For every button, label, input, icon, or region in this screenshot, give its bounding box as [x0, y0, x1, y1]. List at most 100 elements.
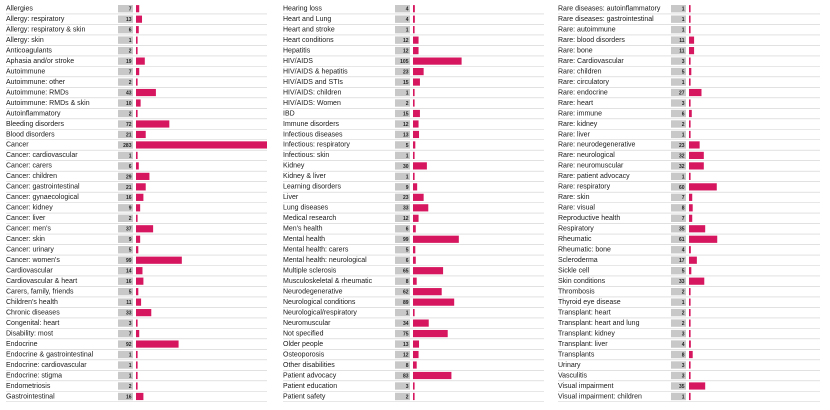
- chart-row: Cardiovascular & heart 16: [6, 277, 267, 287]
- bar: [136, 26, 139, 34]
- value-box: [395, 308, 410, 317]
- bar: [413, 57, 462, 65]
- value-label: 23: [403, 195, 409, 201]
- bar: [689, 120, 691, 128]
- value-label: 105: [400, 59, 409, 65]
- value-label: 12: [403, 216, 409, 222]
- chart-row: Rare: blood disorders 11: [558, 36, 820, 46]
- chart-row: Cancer: gastrointestinal 21: [6, 183, 267, 193]
- value-label: 9: [129, 237, 132, 243]
- chart-row: Cancer: gynaecological 16: [6, 193, 267, 203]
- category-label: Transplant: heart and lung: [558, 320, 640, 327]
- value-label: 4: [406, 17, 409, 23]
- chart-column-2: Hearing loss 4 Heart and Lung 4 Heart and st…: [283, 5, 544, 403]
- category-label: Transplant: heart: [558, 309, 611, 316]
- value-box: [395, 141, 410, 149]
- value-label: 1: [129, 38, 132, 44]
- category-label: Other disabilities: [283, 362, 335, 369]
- bar: [136, 15, 143, 23]
- value-box: [671, 57, 686, 65]
- category-label: Autoimmune: RMDs: [6, 89, 69, 96]
- chart-row: Cancer: skin 9: [6, 235, 267, 245]
- chart-row: Allergy: respiratory 13: [6, 15, 267, 25]
- chart-row: Reproductive health 7: [558, 214, 820, 224]
- chart-row: Other disabilities 8: [283, 361, 544, 371]
- bar: [413, 382, 415, 390]
- value-label: 29: [126, 174, 132, 180]
- value-box: [395, 36, 410, 44]
- value-box: [395, 267, 410, 275]
- value-box: [118, 287, 133, 296]
- chart-row: Vasculitis 3: [558, 371, 820, 382]
- bar: [413, 130, 420, 139]
- chart-row: Autoinflammatory 2: [6, 109, 267, 120]
- chart-row: Allergy: skin 1: [6, 36, 267, 46]
- bar: [689, 193, 693, 201]
- chart-row: HIV/AIDS: children 1: [283, 88, 544, 99]
- chart-row: Rare: liver 1: [558, 130, 820, 141]
- bar: [136, 57, 145, 65]
- value-box: [118, 162, 133, 170]
- bar: [136, 162, 139, 170]
- bar: [136, 382, 138, 390]
- category-label: Neurological/respiratory: [283, 309, 357, 316]
- value-label: 1: [682, 17, 685, 23]
- category-label: Allergy: respiratory: [6, 16, 65, 23]
- value-label: 33: [403, 206, 409, 212]
- value-label: 99: [403, 237, 409, 243]
- bar: [136, 109, 138, 118]
- bar: [413, 392, 415, 401]
- category-label: Carers, family, friends: [6, 288, 74, 295]
- value-box: [118, 109, 133, 118]
- bar: [413, 371, 452, 380]
- category-label: Heart and Lung: [283, 16, 331, 23]
- bar: [689, 15, 691, 23]
- chart-row: Carers, family, friends 5: [6, 287, 267, 298]
- category-label: Medical research: [283, 215, 336, 222]
- value-label: 2: [129, 80, 132, 86]
- chart-row: Anticoagulants 2: [6, 46, 267, 57]
- value-label: 7: [129, 7, 132, 13]
- category-label: Infectious: respiratory: [283, 142, 350, 149]
- value-box: [671, 235, 686, 243]
- category-label: Cancer: women's: [6, 257, 60, 264]
- bar: [689, 130, 691, 139]
- bar: [136, 256, 182, 264]
- category-label: Scleroderma: [558, 257, 598, 264]
- value-label: 5: [406, 143, 409, 149]
- chart-row: Urinary 3: [558, 361, 820, 371]
- bar: [689, 361, 691, 369]
- value-label: 2: [406, 101, 409, 107]
- value-label: 9: [129, 206, 132, 212]
- value-label: 12: [403, 352, 409, 358]
- chart-row: Neurodegenerative 62: [283, 287, 544, 298]
- chart-row: Rare: children 5: [558, 67, 820, 78]
- chart-row: IBD 15: [283, 109, 544, 120]
- bar: [689, 267, 692, 275]
- value-box: [118, 130, 133, 139]
- chart-row: Sickle cell 5: [558, 267, 820, 277]
- value-box: [118, 36, 133, 44]
- bar: [136, 267, 143, 275]
- category-label: Infectious diseases: [283, 131, 343, 138]
- value-box: [671, 204, 686, 212]
- value-box: [395, 193, 410, 202]
- category-label: HIV/AIDS: children: [283, 89, 341, 96]
- bar: [413, 5, 415, 13]
- category-label: Cancer: urinary: [6, 247, 54, 254]
- chart-row: Cancer: women's 99: [6, 256, 267, 266]
- bar: [689, 225, 706, 233]
- chart-row: Transplant: heart 2: [558, 308, 820, 319]
- category-label: Neuromuscular: [283, 320, 331, 327]
- bar: [689, 5, 691, 13]
- bar: [689, 319, 691, 327]
- chart-row: Neurological conditions 89: [283, 298, 544, 308]
- category-label: Patient education: [283, 383, 337, 390]
- category-label: Neurodegenerative: [283, 288, 343, 295]
- value-label: 12: [403, 38, 409, 44]
- value-box: [118, 193, 133, 202]
- value-box: [671, 109, 686, 118]
- value-label: 43: [126, 90, 132, 96]
- chart-row: Patient education 3: [283, 382, 544, 392]
- chart-row: HIV/AIDS & hepatitis 23: [283, 67, 544, 78]
